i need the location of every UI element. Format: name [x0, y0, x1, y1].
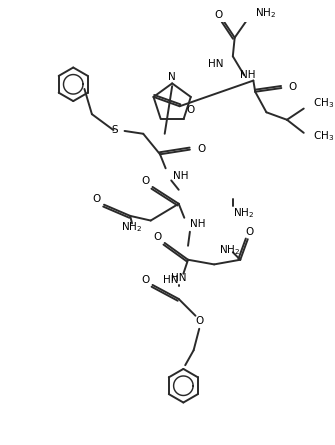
- Text: O: O: [246, 227, 254, 237]
- Text: NH: NH: [173, 171, 189, 181]
- Text: O: O: [195, 316, 203, 326]
- Text: HN: HN: [171, 273, 187, 283]
- Text: N: N: [168, 72, 176, 82]
- Text: CH$_3$: CH$_3$: [313, 129, 334, 143]
- Text: CH$_3$: CH$_3$: [313, 96, 334, 110]
- Text: O: O: [153, 232, 161, 243]
- Text: NH: NH: [190, 219, 205, 229]
- Text: O: O: [92, 194, 101, 204]
- Text: HN: HN: [163, 275, 179, 285]
- Text: O: O: [186, 105, 194, 115]
- Text: NH$_2$: NH$_2$: [122, 220, 143, 234]
- Text: O: O: [141, 176, 149, 186]
- Text: HN: HN: [208, 59, 223, 69]
- Text: S: S: [112, 125, 118, 135]
- Text: NH: NH: [240, 70, 256, 80]
- Text: O: O: [289, 82, 297, 92]
- Text: NH$_2$: NH$_2$: [255, 7, 276, 20]
- Text: NH$_2$: NH$_2$: [233, 206, 254, 220]
- Text: O: O: [141, 275, 149, 285]
- Text: O: O: [215, 10, 223, 20]
- Text: O: O: [197, 144, 206, 154]
- Text: NH$_2$: NH$_2$: [218, 243, 240, 257]
